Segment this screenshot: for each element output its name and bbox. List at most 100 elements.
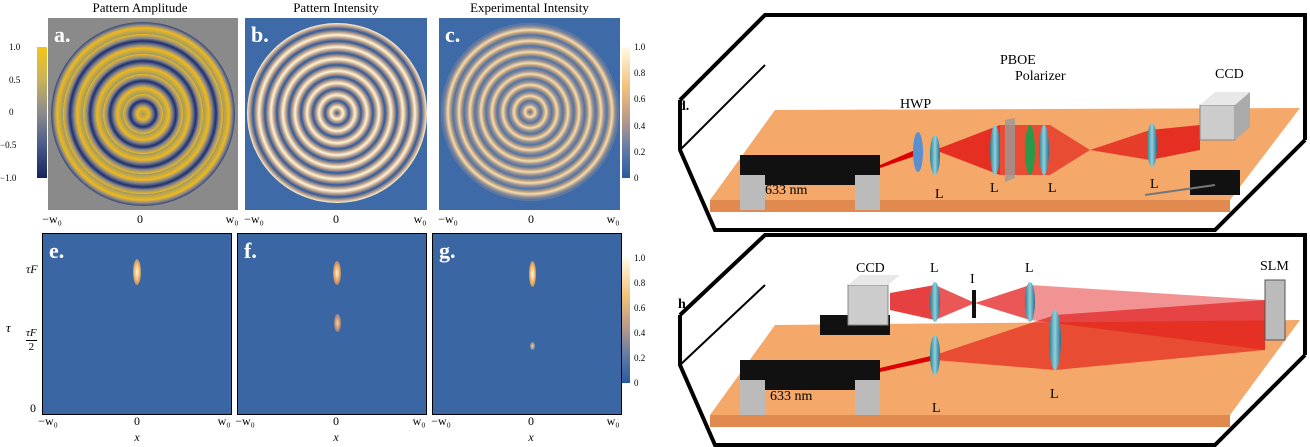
colorbar-label: 1.0 [634,42,646,52]
component-label: 633 nm [770,389,813,404]
laser-mount [855,175,880,210]
component-label: I [970,272,975,287]
ccd [1199,104,1236,141]
colorbar-label: 0.8 [634,278,646,288]
beam [935,125,1000,175]
colorbar-label: 0 [634,378,639,388]
ccd-top [1200,92,1250,105]
component-label: L [930,261,939,276]
ring-pattern [441,23,619,201]
component-label: L [1150,177,1159,192]
panel-letter: f. [244,238,257,263]
waveplate [913,132,923,172]
panel-letter: g. [439,238,456,263]
x-tick-label: w₀ [217,414,231,428]
beam [1090,130,1150,160]
panel-letter: a. [54,22,71,47]
component-label: L [932,401,941,416]
panel-letter: d. [678,99,689,114]
beam [1030,285,1265,350]
x-tick-label: 0 [134,414,140,428]
pboe-plate [1005,118,1015,182]
panel-title: Pattern Intensity [293,0,379,15]
beam [935,315,1055,370]
x-axis-label: x [333,430,339,444]
lens [930,282,940,322]
lens [1025,282,1035,322]
x-tick-label: −w₀ [42,212,62,226]
ccd-top [848,275,900,285]
lens [930,135,940,175]
colorbar-label: 0 [634,173,639,183]
lens [990,125,1000,175]
y-tick-label: 0 [30,401,36,415]
x-tick-label: 0 [333,212,339,226]
intensity-image: b. [245,18,427,210]
colorbar-label: 1.0 [634,253,646,263]
panel-title: Pattern Amplitude [92,0,188,15]
setup-diagrams: d. HWP PBOE Polarizer CCD 633 nm L L L L [678,13,1307,447]
box-edge [679,64,766,151]
lens [1147,123,1157,167]
colorbar [37,47,47,178]
colorbar-label: 0.4 [634,328,646,338]
component-label: CCD [1215,67,1244,82]
component-label: L [1050,387,1059,402]
colorbar-label: 0.2 [634,147,646,157]
iris [972,290,976,318]
beam [880,150,915,168]
table-front [710,415,1230,427]
x-tick-label: −w₀ [438,212,458,226]
ccd [847,284,889,326]
colorbar [622,47,630,178]
colorbar-label: 0.4 [634,121,646,131]
y-axis-label: τ [6,320,11,335]
focus-spot [133,259,141,285]
propagation-image: f. [237,233,427,415]
propagation-image: e. [42,233,232,415]
panel-letter: e. [49,238,65,263]
beam [975,285,1030,320]
box-outline [678,13,1307,140]
component-label: L [1025,261,1034,276]
component-label: CCD [856,261,885,276]
component-label: L [1048,181,1057,196]
x-tick-label: −w₀ [431,414,451,428]
y-tick-fraction: τF 2 [26,327,37,354]
experimental-image: c. [439,18,620,210]
colorbar [622,258,630,383]
slm [1264,279,1286,341]
component-label: 633 nm [765,183,808,198]
x-tick-label: 0 [528,212,534,226]
ccd-stage [1190,170,1240,195]
y-tick-label: 2 [28,341,35,353]
x-tick-label: 0 [528,414,534,428]
ring-pattern [247,23,427,203]
component-label: SLM [1260,259,1289,274]
table-front [710,200,1230,212]
box-outline [678,233,1307,355]
x-tick-label: w₀ [413,212,427,226]
panel-letter: h. [678,297,689,312]
ccd-side [1235,92,1250,140]
component-label: HWP [900,97,931,112]
beam [935,285,975,320]
y-tick-label: τF [26,262,38,276]
x-tick-label: −w₀ [38,414,58,428]
ring-pattern [51,22,235,206]
panel-letter: b. [251,22,269,47]
component-label: L [990,181,999,196]
box-outline [678,100,1307,232]
amplitude-image: a. [48,18,238,210]
colorbar-label: 0 [9,107,14,117]
colorbar-label: 0.6 [634,303,646,313]
x-tick-label: 0 [333,414,339,428]
x-axis-label: x [134,430,140,444]
panel-letter: c. [445,22,461,47]
laser-mount [855,380,880,415]
polarizer [1025,125,1035,175]
laser-mount [740,380,765,415]
colorbar-label: 0.8 [634,68,646,78]
colorbar-label: 0.2 [634,353,646,363]
